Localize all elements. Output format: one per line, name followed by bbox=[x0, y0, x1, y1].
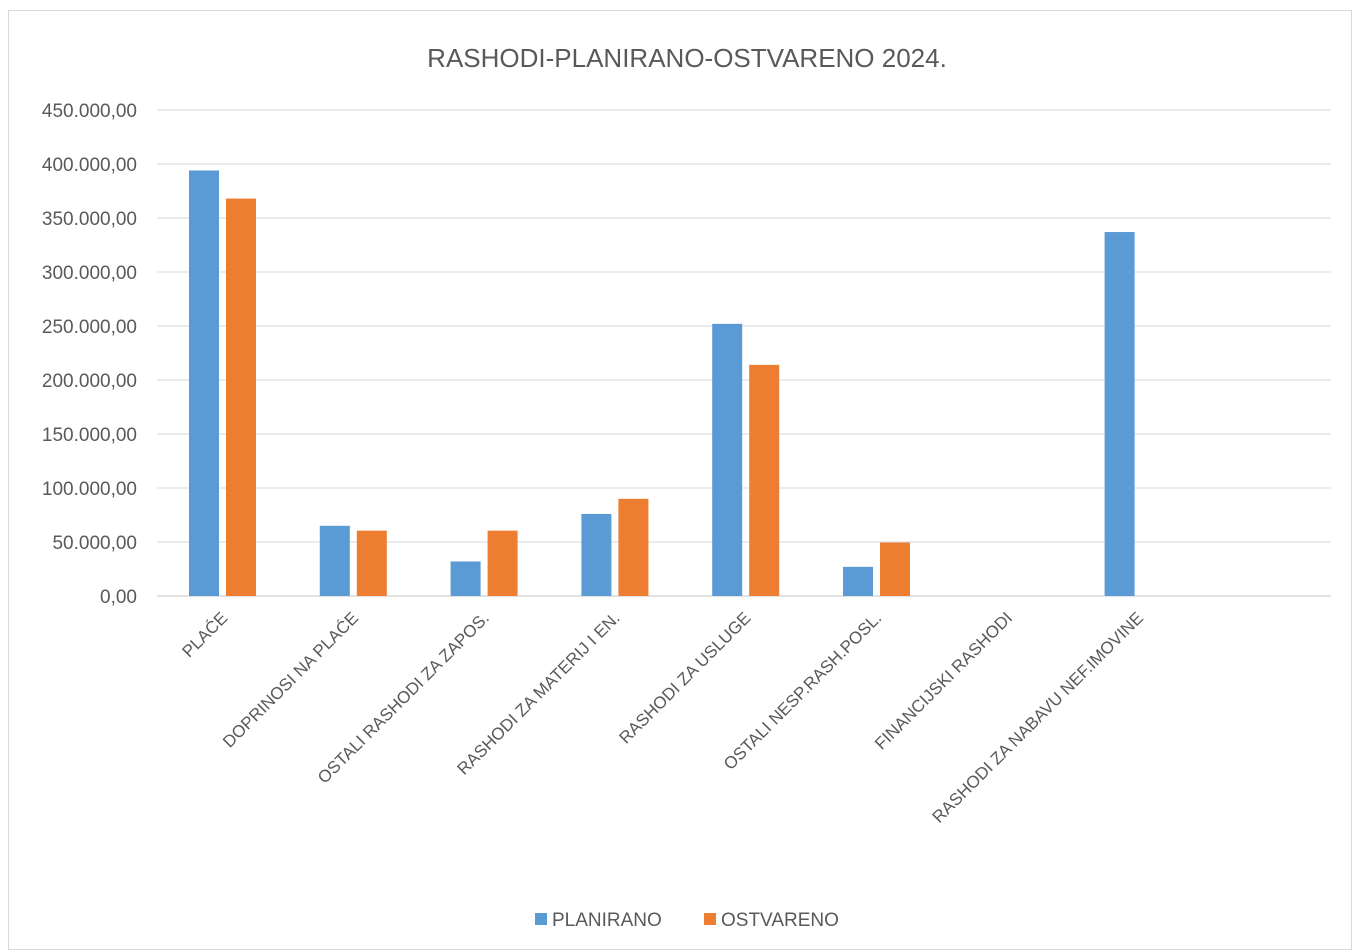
y-tick-label: 0,00 bbox=[100, 587, 137, 608]
bar-ostvareno-1 bbox=[226, 198, 256, 596]
bar-ostvareno-5 bbox=[749, 364, 780, 596]
bar-ostvareno-6 bbox=[880, 542, 910, 596]
y-tick-label: 100.000,00 bbox=[42, 479, 137, 500]
x-tick-label: FINANCIJSKI RASHODI bbox=[871, 608, 1016, 753]
y-axis-tick-labels: 0,00 50.000,00 100.000,00 150.000,00 200.000… bbox=[42, 101, 137, 608]
bars bbox=[189, 170, 1135, 597]
y-tick-label: 250.000,00 bbox=[42, 317, 137, 338]
legend-swatch-ostvareno bbox=[704, 913, 716, 925]
x-tick-label: DOPRINOSI NA PLAĆE bbox=[219, 608, 362, 751]
bar-planirano-2 bbox=[319, 525, 350, 596]
bar-planirano-5 bbox=[712, 323, 743, 596]
y-tick-label: 350.000,00 bbox=[42, 209, 137, 230]
bar-ostvareno-4 bbox=[618, 498, 649, 596]
bar-planirano-1 bbox=[189, 170, 219, 597]
x-tick-label: RASHODI ZA NABAVU NEF.IMOVINE bbox=[929, 608, 1147, 826]
legend-label-planirano: PLANIRANO bbox=[552, 910, 662, 931]
x-tick-label: RASHODI ZA USLUGE bbox=[616, 608, 755, 747]
legend-swatch-planirano bbox=[535, 913, 547, 925]
y-tick-label: 50.000,00 bbox=[52, 533, 137, 554]
y-tick-label: 300.000,00 bbox=[42, 263, 137, 284]
y-tick-label: 450.000,00 bbox=[42, 101, 137, 122]
bar-ostvareno-3 bbox=[487, 530, 518, 596]
chart-title: RASHODI-PLANIRANO-OSTVARENO 2024. bbox=[427, 43, 947, 73]
bar-planirano-6 bbox=[843, 566, 873, 596]
bar-planirano-3 bbox=[450, 561, 481, 596]
x-tick-label: OSTALI NESP.RASH.POSL. bbox=[720, 608, 885, 773]
bar-planirano-4 bbox=[581, 513, 612, 596]
legend-label-ostvareno: OSTVARENO bbox=[721, 910, 839, 931]
chart-frame: RASHODI-PLANIRANO-OSTVARENO 2024. 0,00 50… bbox=[8, 10, 1352, 950]
gridlines bbox=[157, 109, 1331, 597]
y-tick-label: 200.000,00 bbox=[42, 371, 137, 392]
y-tick-label: 400.000,00 bbox=[42, 155, 137, 176]
y-tick-label: 150.000,00 bbox=[42, 425, 137, 446]
x-tick-label: PLAĆE bbox=[178, 608, 231, 661]
bar-planirano-8 bbox=[1104, 232, 1135, 597]
legend: PLANIRANO OSTVARENO bbox=[535, 910, 839, 931]
bar-ostvareno-2 bbox=[356, 530, 387, 596]
